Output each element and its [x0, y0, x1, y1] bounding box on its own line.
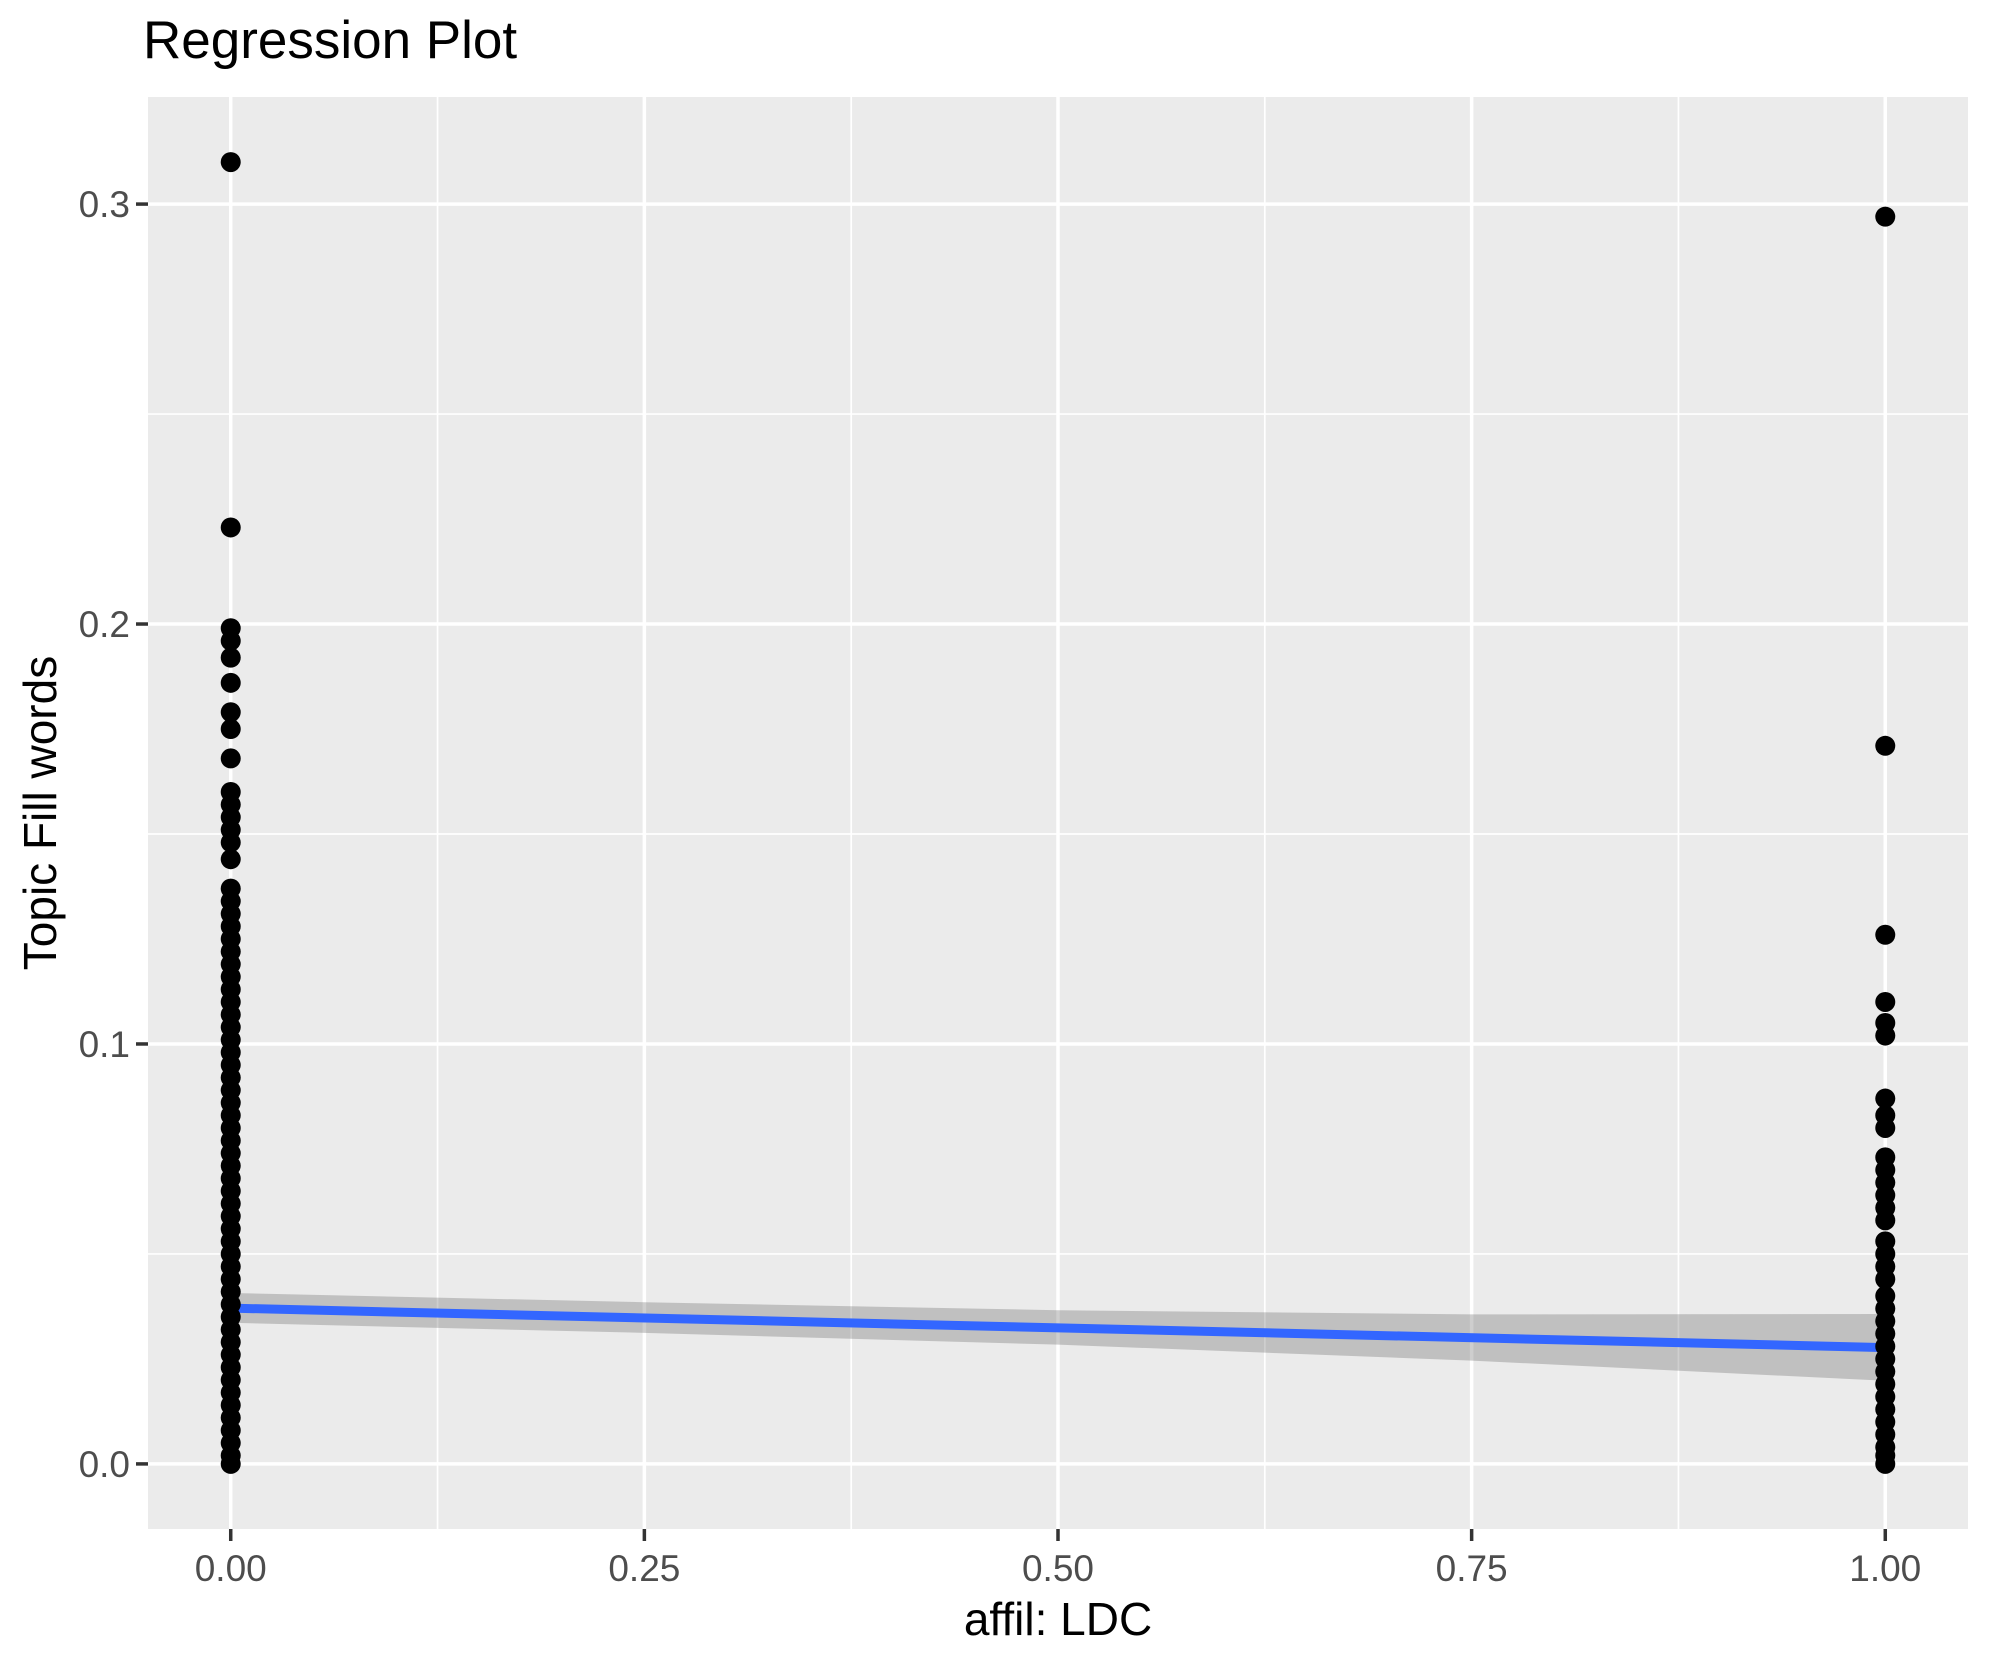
- data-point: [1875, 1025, 1896, 1046]
- data-point: [220, 702, 241, 723]
- y-tick-label: 0.2: [79, 604, 130, 645]
- data-point: [220, 832, 241, 853]
- data-point: [1875, 1210, 1896, 1231]
- data-point: [220, 672, 241, 693]
- data-point: [1875, 1117, 1896, 1138]
- data-point: [1875, 1453, 1896, 1474]
- data-point: [1875, 1269, 1896, 1290]
- data-point: [220, 849, 241, 870]
- x-tick-label: 0.25: [608, 1548, 680, 1589]
- data-point: [1875, 991, 1896, 1012]
- x-tick-label: 0.00: [195, 1548, 267, 1589]
- data-point: [220, 517, 241, 538]
- x-tick-label: 1.00: [1849, 1548, 1921, 1589]
- plot-title: Regression Plot: [143, 11, 518, 70]
- data-point: [220, 719, 241, 740]
- data-point: [1875, 1088, 1896, 1109]
- data-point: [220, 630, 241, 651]
- x-tick-label: 0.75: [1436, 1548, 1508, 1589]
- data-point: [220, 748, 241, 769]
- data-point: [1875, 206, 1896, 227]
- x-tick-label: 0.50: [1022, 1548, 1094, 1589]
- data-point: [220, 647, 241, 668]
- data-point: [220, 1453, 241, 1474]
- data-point: [220, 152, 241, 173]
- data-point: [1875, 924, 1896, 945]
- regression-line: [230, 1303, 1886, 1353]
- data-point: [1875, 735, 1896, 756]
- y-tick-label: 0.3: [79, 184, 130, 225]
- y-tick-label: 0.1: [79, 1024, 130, 1065]
- x-axis-title: affil: LDC: [963, 1593, 1153, 1645]
- y-tick-label: 0.0: [79, 1444, 130, 1485]
